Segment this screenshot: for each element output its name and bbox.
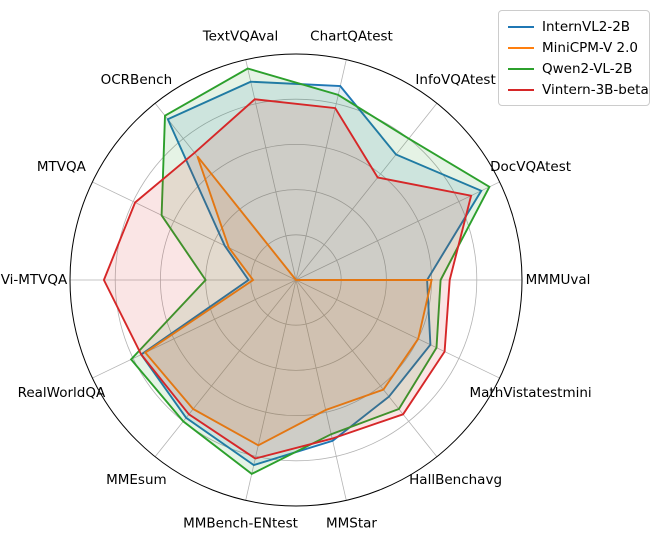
radar-spoke-ChartQAtest bbox=[295, 59, 347, 281]
axis-label-InfoVQAtest: InfoVQAtest bbox=[415, 72, 495, 88]
axis-label-ChartQAtest: ChartQAtest bbox=[310, 29, 393, 45]
legend-line-sample-Vintern-3B-beta bbox=[508, 88, 534, 91]
legend-box: InternVL2-2B MiniCPM-V 2.0 Qwen2-VL-2B Vint… bbox=[498, 10, 650, 106]
legend-item-InternVL2-2B: InternVL2-2B bbox=[508, 18, 640, 35]
radar-outer-circle bbox=[69, 53, 523, 507]
axis-label-MMMUval: MMMUval bbox=[526, 272, 591, 288]
axis-label-RealWorldQA: RealWorldQA bbox=[18, 385, 106, 401]
radar-spoke-MMStar bbox=[295, 279, 347, 501]
series-line-Qwen2-VL-2B bbox=[129, 67, 491, 476]
axis-label-HallBenchavg: HallBenchavg bbox=[409, 472, 502, 488]
legend-item-Qwen2-VL-2B: Qwen2-VL-2B bbox=[508, 60, 640, 77]
axis-label-DocVQAtest: DocVQAtest bbox=[490, 159, 571, 175]
axis-label-Vi-MTVQA: Vi-MTVQA bbox=[1, 272, 68, 288]
axis-label-OCRBench: OCRBench bbox=[101, 72, 173, 88]
series-fill-MiniCPM-V 2.0 bbox=[145, 156, 432, 446]
series-line-MiniCPM-V 2.0 bbox=[143, 155, 433, 447]
legend-item-MiniCPM-V 2.0: MiniCPM-V 2.0 bbox=[508, 39, 640, 56]
axis-label-MTVQA: MTVQA bbox=[37, 159, 87, 175]
legend-line-sample-MiniCPM-V 2.0 bbox=[508, 46, 534, 49]
legend-label-Qwen2-VL-2B: Qwen2-VL-2B bbox=[542, 60, 633, 77]
legend-label-MiniCPM-V 2.0: MiniCPM-V 2.0 bbox=[542, 39, 638, 56]
series-fill-Qwen2-VL-2B bbox=[131, 68, 490, 474]
series-line-Vintern-3B-beta bbox=[102, 98, 473, 460]
legend-line-sample-Qwen2-VL-2B bbox=[508, 67, 534, 70]
radar-spoke-DocVQAtest bbox=[295, 181, 500, 281]
axis-label-MathVistatestmini: MathVistatestmini bbox=[469, 385, 591, 401]
legend-label-InternVL2-2B: InternVL2-2B bbox=[542, 18, 631, 35]
axis-label-MMEsum: MMEsum bbox=[106, 472, 167, 488]
axis-label-MMBench-ENtest: MMBench-ENtest bbox=[183, 515, 298, 531]
axis-label-TextVQAval: TextVQAval bbox=[202, 29, 279, 45]
series-fill-Vintern-3B-beta bbox=[103, 99, 472, 459]
series-line-InternVL2-2B bbox=[139, 80, 483, 467]
axis-label-MMStar: MMStar bbox=[326, 515, 377, 531]
radar-spoke-MMBench-ENtest bbox=[245, 279, 297, 501]
radar-spoke-HallBenchavg bbox=[295, 279, 438, 457]
legend-line-sample-InternVL2-2B bbox=[508, 25, 534, 28]
radar-spoke-MTVQA bbox=[92, 181, 297, 281]
radar-spoke-InfoVQAtest bbox=[295, 103, 438, 281]
legend-item-Vintern-3B-beta: Vintern-3B-beta bbox=[508, 81, 649, 98]
radar-spoke-RealWorldQA bbox=[92, 279, 297, 379]
radar-spoke-TextVQAval bbox=[245, 59, 297, 281]
radar-spoke-MMEsum bbox=[154, 279, 297, 457]
radar-spoke-MathVistatestmini bbox=[295, 279, 500, 379]
legend-label-Vintern-3B-beta: Vintern-3B-beta bbox=[542, 81, 649, 98]
